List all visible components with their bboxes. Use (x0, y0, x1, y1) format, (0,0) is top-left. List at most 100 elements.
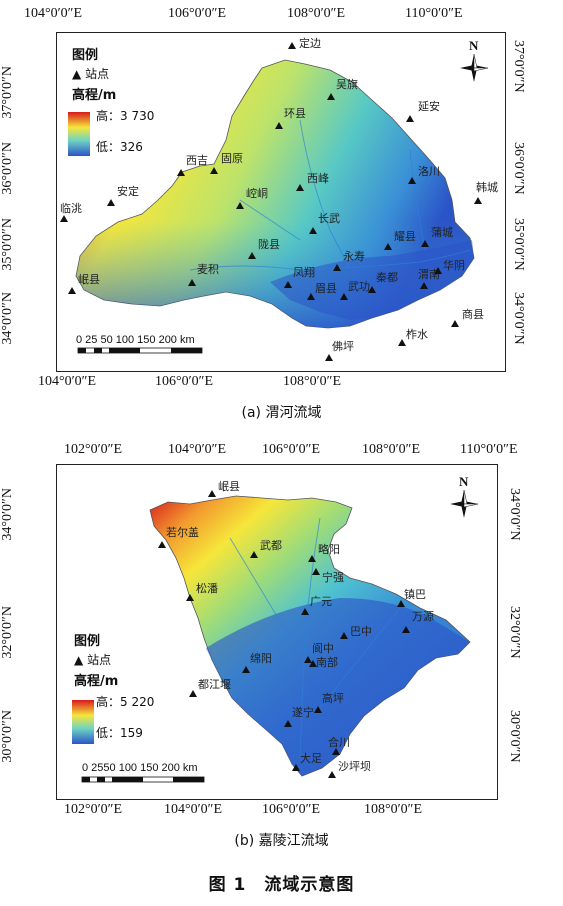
scalebar-label-a: 0 25 50 100 150 200 km (76, 334, 195, 346)
station-label: 西峰 (307, 172, 329, 185)
tick-top-b-5: 110°0′0″E (460, 442, 518, 457)
panel-a-weihe: 104°0′0″E 106°0′0″E 108°0′0″E 110°0′0″E … (0, 0, 563, 430)
legend-b: 图例 ▲ 站点 高程/m 高：5 220 低：159 (74, 630, 154, 741)
tick-top-a-4: 110°0′0″E (405, 6, 463, 21)
legend-low-a: 低：326 (96, 140, 143, 154)
legend-station-a: 站点 (85, 67, 110, 81)
station-label: 阆中 (312, 641, 334, 655)
station-label: 蒲城 (431, 225, 453, 239)
station-label: 武功 (348, 280, 370, 293)
legend-elev-a: 高程/m (72, 88, 117, 103)
tick-right-a-1: 37°0′0″N (511, 40, 526, 93)
station-label: 合川 (328, 735, 350, 749)
station-label: 岷县 (78, 273, 100, 286)
tick-right-b-3: 30°0′0″N (507, 710, 522, 763)
station-triangle-icon: ▲ (74, 653, 84, 667)
station-label: 南部 (316, 655, 338, 669)
legend-title-b: 图例 (74, 634, 101, 649)
station-label: 柞水 (406, 327, 428, 341)
station-triangle-icon: ▲ (72, 67, 82, 81)
station-label: 遂宁 (292, 705, 314, 719)
legend-colorbar-a (68, 112, 90, 156)
tick-bottom-b-2: 104°0′0″E (164, 802, 223, 817)
legend-title-a: 图例 (72, 48, 99, 63)
station-label: 麦积 (197, 263, 219, 276)
legend-low-b: 低：159 (96, 726, 143, 740)
station-label: 秦都 (376, 270, 398, 284)
tick-bottom-b-3: 106°0′0″E (262, 802, 321, 817)
tick-bottom-b-4: 108°0′0″E (364, 802, 423, 817)
scalebar-b (81, 776, 205, 783)
map-b-svg: 岷县 若尔盖 武都 略阳 宁强 松潘 广元 镇巴 万源 巴中 阆中 南部 绵阳 … (72, 474, 479, 783)
station-label: 大足 (300, 751, 322, 765)
station-label: 商县 (462, 307, 484, 321)
station-label: 安定 (117, 184, 139, 198)
station-label: 沙坪坝 (338, 759, 371, 773)
scalebar-label-b: 0 2550 100 150 200 km (82, 762, 198, 774)
station-label: 环县 (284, 107, 306, 120)
tick-bottom-a-2: 106°0′0″E (155, 374, 214, 389)
station-label: 绵阳 (250, 651, 272, 665)
station-label: 镇巴 (404, 587, 426, 601)
svg-text:N: N (469, 38, 479, 53)
tick-top-a-1: 104°0′0″E (24, 6, 83, 21)
station-label: 渭南 (418, 268, 440, 281)
legend-elev-b: 高程/m (74, 674, 119, 689)
tick-top-a-2: 106°0′0″E (168, 6, 227, 21)
legend-a: 图例 ▲ 站点 高程/m 高：3 730 低：326 (72, 44, 154, 155)
legend-high-b: 高：5 220 (96, 695, 155, 709)
station-label: 略阳 (318, 542, 340, 556)
tick-top-b-2: 104°0′0″E (168, 442, 227, 457)
tick-bottom-a-3: 108°0′0″E (283, 374, 342, 389)
jialingjiang-lowland (206, 598, 470, 776)
station-label: 华阴 (443, 258, 465, 272)
map-a-svg: 定边 吴旗 环县 延安 西吉 固原 西峰 洛川 韩城 安定 崆峒 临洮 长武 耀… (60, 36, 498, 361)
tick-top-b-4: 108°0′0″E (362, 442, 421, 457)
tick-right-b-1: 34°0′0″N (507, 488, 522, 541)
station-label: 武都 (260, 539, 282, 552)
tick-bottom-a-1: 104°0′0″E (38, 374, 97, 389)
station-label: 洛川 (418, 164, 440, 178)
station-label: 延安 (418, 99, 440, 113)
scalebar-a (77, 347, 203, 354)
north-arrow-icon: N (460, 38, 489, 82)
station-label: 高坪 (322, 691, 344, 705)
station-label: 松潘 (196, 581, 218, 595)
station-label: 长武 (318, 212, 340, 225)
figure-caption: 图 1 流域示意图 (208, 875, 355, 895)
tick-top-b-1: 102°0′0″E (64, 442, 123, 457)
station-label: 韩城 (476, 180, 498, 194)
station-label: 广元 (310, 595, 332, 608)
station-label: 岷县 (218, 480, 240, 493)
tick-top-a-3: 108°0′0″E (287, 6, 346, 21)
station-label: 西吉 (186, 154, 208, 167)
legend-high-a: 高：3 730 (96, 109, 155, 123)
tick-right-b-2: 32°0′0″N (507, 606, 522, 659)
station-label: 定边 (299, 36, 321, 50)
tick-right-a-2: 36°0′0″N (511, 142, 526, 195)
tick-top-b-3: 106°0′0″E (262, 442, 321, 457)
rivers-a (189, 119, 471, 271)
station-label: 陇县 (258, 237, 280, 251)
station-label: 凤翔 (293, 265, 315, 279)
station-label: 佛坪 (332, 340, 354, 353)
station-label: 耀县 (394, 230, 416, 243)
rivers-b (229, 517, 401, 759)
station-label: 万源 (412, 609, 434, 623)
station-label: 若尔盖 (166, 525, 199, 539)
weihe-valley-band (270, 240, 474, 320)
station-label: 巴中 (350, 625, 372, 638)
station-label: 宁强 (322, 570, 344, 584)
panel-b-jialingjiang: 102°0′0″E 104°0′0″E 106°0′0″E 108°0′0″E … (0, 438, 563, 858)
station-label: 崆峒 (246, 186, 268, 200)
north-arrow-icon: N (450, 474, 479, 518)
stations-b: 岷县 若尔盖 武都 略阳 宁强 松潘 广元 镇巴 万源 巴中 阆中 南部 绵阳 … (158, 480, 434, 778)
legend-station-b: 站点 (87, 653, 112, 667)
station-label: 吴旗 (336, 77, 358, 91)
legend-colorbar-b (72, 700, 94, 744)
station-label: 都江堰 (198, 678, 231, 691)
svg-text:N: N (459, 474, 469, 489)
station-label: 永寿 (343, 249, 365, 263)
tick-right-a-4: 34°0′0″N (511, 292, 526, 345)
station-label: 临洮 (60, 201, 82, 215)
